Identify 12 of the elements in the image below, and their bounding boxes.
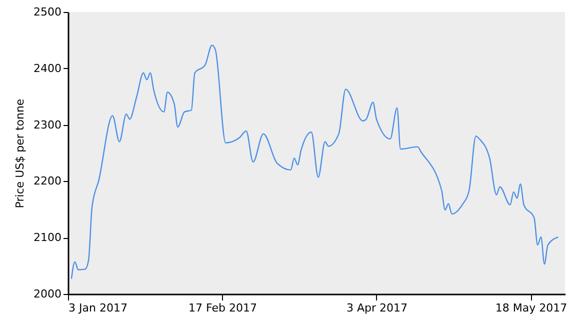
y-tick-label: 2400 (34, 62, 62, 75)
x-tick-label: 3 Jan 2017 (68, 302, 128, 314)
y-axis-title: Price US$ per tonne (14, 98, 27, 208)
y-tick-label: 2100 (34, 231, 62, 244)
y-tick-label: 2000 (34, 288, 62, 300)
line-series (70, 44, 559, 280)
x-tick-label: 17 Feb 2017 (188, 302, 257, 314)
x-tick-label: 18 May 2017 (495, 302, 568, 314)
x-tick-label: 3 Apr 2017 (346, 302, 408, 314)
y-tick-label: 2500 (34, 6, 62, 18)
y-tick-label: 2300 (34, 118, 62, 132)
y-tick-label: 2200 (34, 174, 62, 188)
